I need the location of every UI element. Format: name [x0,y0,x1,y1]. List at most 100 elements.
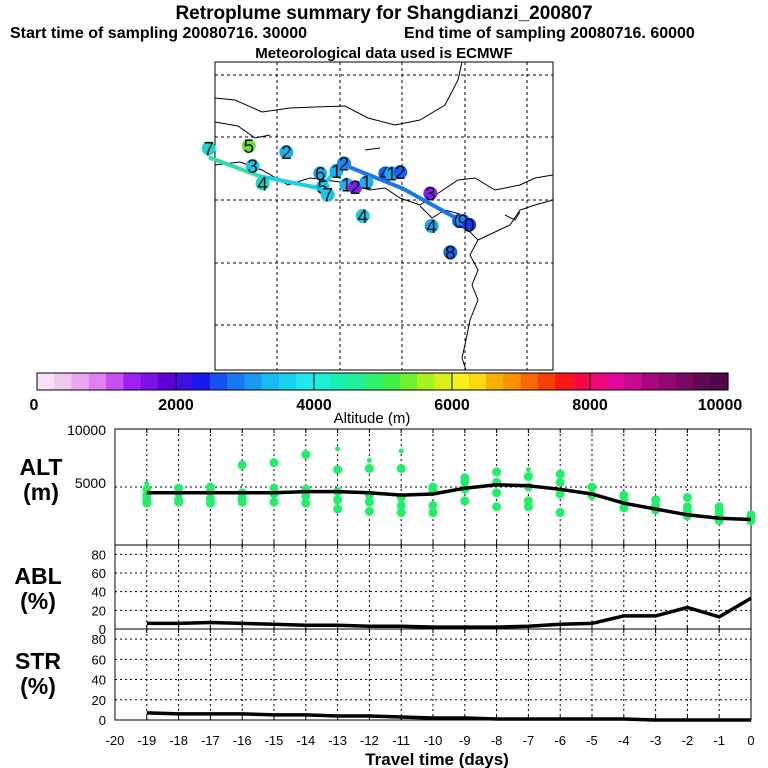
x-tick-label: -1 [713,733,725,748]
alt-point [555,477,565,487]
start-time: Start time of sampling 20080716. 30000 [10,25,308,42]
colorbar-cell-38 [693,373,712,390]
str-label: STR [15,648,61,674]
alt-point [460,496,470,506]
colorbar-cell-25 [468,373,487,390]
colorbar-cell-9 [192,373,211,390]
map-marker-label-1: 5 [244,137,255,158]
abl-panel: 0 20 40 60 80 ABL (%) [14,544,752,637]
alt-label: ALT [19,454,62,480]
x-axis-title: Travel time (days) [365,750,509,768]
x-tick-label: -14 [296,733,315,748]
str-ytick: 40 [92,673,106,688]
alt-point [237,497,247,507]
colorbar-cell-3 [88,373,107,390]
colorbar-cell-28 [520,373,539,390]
alt-point [142,498,152,508]
alt-point [333,495,343,505]
map-marker-1 [241,138,256,153]
alt-point [301,498,311,508]
colorbar-cell-33 [607,373,625,390]
alt-point [335,446,341,452]
colorbar-cell-16 [313,373,332,390]
alt-point [396,463,406,473]
alt-point [428,508,438,518]
alt-point [333,504,343,514]
alt-ytick-5000: 5000 [75,475,106,491]
colorbar: 0 2000 4000 6000 8000 10000 Altitude (m) [30,372,743,427]
alt-point [333,465,343,475]
alt-point [174,497,184,507]
alt-point [364,463,374,473]
x-tick-label: 0 [747,733,754,748]
x-tick-label: -20 [106,733,125,748]
colorbar-cell-15 [296,373,315,390]
alt-point [555,489,565,499]
colorbar-cell-31 [572,373,591,390]
chart-title: Retroplume summary for Shangdianzi_20080… [175,3,593,24]
x-tick-label: -10 [424,733,443,748]
alt-point [523,502,533,512]
str-unit: (%) [20,673,56,699]
x-tick-label: -5 [586,733,598,748]
colorbar-cell-29 [537,373,556,390]
colorbar-cell-2 [71,373,90,390]
colorbar-cell-7 [157,373,176,390]
x-tick-label: -15 [265,733,284,748]
colorbar-cell-23 [434,373,453,390]
map-marker-5 [313,166,328,181]
colorbar-cell-26 [486,373,505,390]
map-borders [214,61,554,371]
map-marker-label-12: 1 [361,173,372,194]
x-tick-label: -3 [650,733,662,748]
colorbar-label-10000: 10000 [698,397,743,414]
alt-point [682,492,692,502]
map-marker-2 [279,145,294,160]
map-marker-label-8: 1 [331,162,342,183]
colorbar-cell-12 [244,373,263,390]
alt-point [460,477,470,487]
map-marker-label-7: 7 [322,186,333,207]
map-frame [214,61,554,371]
alt-point [555,469,565,479]
colorbar-cell-11 [227,373,245,390]
str-ytick: 80 [92,632,106,647]
colorbar-cell-35 [641,373,660,390]
x-tick-label: -6 [554,733,566,748]
colorbar-title: Altitude (m) [334,410,411,427]
colorbar-cell-18 [347,373,366,390]
colorbar-label-0: 0 [30,397,39,414]
map-marker-11 [348,180,363,195]
colorbar-label-4000: 4000 [296,397,332,414]
alt-point [492,502,502,512]
colorbar-cell-37 [676,373,695,390]
map-marker-label-6: 5 [317,178,328,199]
map-marker-3 [245,158,260,173]
abl-unit: (%) [20,588,56,614]
colorbar-cell-14 [278,373,297,390]
str-ytick: 60 [92,652,106,667]
colorbar-cell-8 [175,373,194,390]
x-tick-label: -2 [682,733,694,748]
colorbar-cell-19 [365,373,384,390]
colorbar-cell-32 [589,373,608,390]
str-panel: 0 20 40 60 80 STR (%) [15,628,752,728]
map-marker-9 [336,156,351,171]
map-marker-12 [359,175,374,190]
colorbar-cell-21 [399,373,418,390]
map-marker-label-17: 3 [425,184,436,205]
abl-ytick: 20 [92,603,106,618]
path-blue [339,161,461,222]
alt-point [301,491,311,501]
x-tick-label: -7 [523,733,535,748]
map-grid [215,62,553,370]
colorbar-cell-13 [261,373,280,390]
colorbar-cell-17 [330,373,349,390]
colorbar-cell-6 [140,373,159,390]
colorbar-cell-1 [54,373,73,390]
alt-point [237,460,247,470]
map-marker-label-10: 1 [341,176,352,197]
str-ytick: 0 [99,713,106,728]
map-marker-label-11: 2 [350,178,361,199]
x-tick-label: -18 [169,733,188,748]
